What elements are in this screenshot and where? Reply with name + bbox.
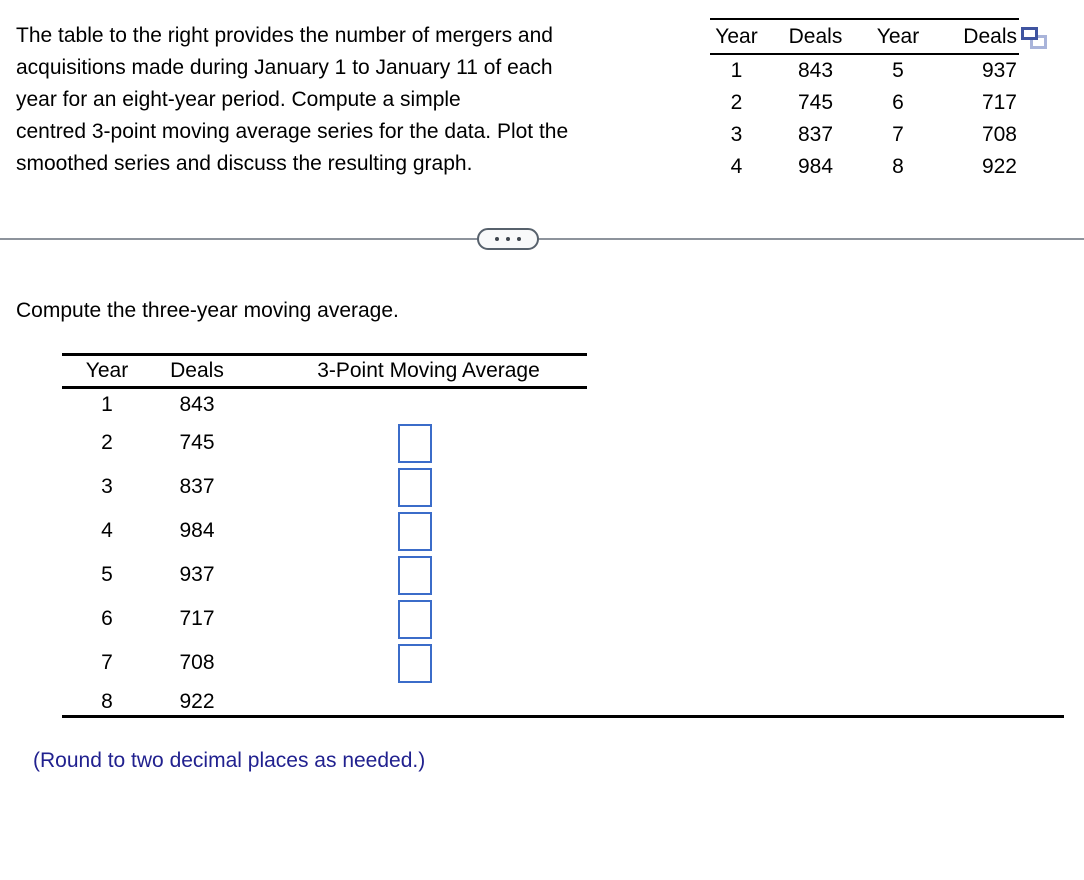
deals-cell: 937 xyxy=(179,563,215,586)
ma-input-row-5[interactable] xyxy=(397,555,432,595)
popout-icon-front-rect xyxy=(1021,27,1038,40)
deals-cell: 922 xyxy=(981,155,1017,178)
source-data-table: Year Deals Year Deals 1 843 5 937 2 745 … xyxy=(710,18,1019,183)
table-row: 3 837 7 708 xyxy=(710,119,1019,151)
column-header: 3-Point Moving Average xyxy=(317,359,540,382)
deals-cell: 708 xyxy=(981,123,1017,146)
popout-icon[interactable] xyxy=(1021,27,1048,50)
deals-cell: 937 xyxy=(981,59,1017,82)
answer-table-header: Year Deals 3-Point Moving Average xyxy=(62,353,587,389)
deals-cell: 717 xyxy=(179,607,215,630)
column-header: Year xyxy=(715,24,758,48)
year-cell: 6 xyxy=(101,607,113,630)
year-cell: 1 xyxy=(730,59,743,82)
problem-line: acquisitions made during January 1 to Ja… xyxy=(16,56,553,79)
table-row: 8 922 xyxy=(62,685,587,718)
year-cell: 6 xyxy=(892,91,904,114)
source-data-table-header: Year Deals Year Deals xyxy=(710,20,1019,55)
table-row: 2 745 xyxy=(62,421,587,465)
deals-cell: 984 xyxy=(797,155,834,178)
table-row: 1 843 5 937 xyxy=(710,55,1019,87)
answer-table: Year Deals 3-Point Moving Average 1 8 4 3 … xyxy=(62,353,587,718)
year-cell: 8 xyxy=(892,155,904,178)
ellipsis-icon xyxy=(517,237,521,241)
deals-cell: 843 xyxy=(179,393,215,416)
table-row: 4 984 8 922 xyxy=(710,151,1019,183)
table-row: 7 708 xyxy=(62,641,587,685)
year-cell: 3 xyxy=(101,475,113,498)
popout-icon-back-rect xyxy=(1030,35,1047,49)
year-cell: 2 xyxy=(101,431,113,454)
column-header: Deals xyxy=(170,359,224,382)
deals-cell: 745 xyxy=(797,91,834,114)
problem-statement: The table to the right provides the numb… xyxy=(16,20,716,180)
year-cell: 7 xyxy=(892,123,904,146)
ellipsis-icon xyxy=(495,237,499,241)
table-row: 4 984 xyxy=(62,509,587,553)
ma-input-row-7[interactable] xyxy=(397,643,432,683)
round-note: (Round to two decimal places as needed.) xyxy=(33,749,426,772)
ma-input-row-2[interactable] xyxy=(397,423,432,463)
year-cell: 4 xyxy=(101,519,113,542)
deals-cell: 837 xyxy=(179,475,215,498)
answer-area-bottom-rule xyxy=(62,715,1064,718)
column-header: Year xyxy=(85,359,129,382)
ellipsis-button[interactable] xyxy=(477,228,539,250)
problem-line: centred 3-point moving average series fo… xyxy=(16,120,569,143)
year-cell: 3 xyxy=(730,123,743,146)
section-divider xyxy=(0,238,1084,240)
problem-line: smoothed series and discuss the resultin… xyxy=(16,152,473,175)
column-header: Deals xyxy=(963,24,1017,48)
deals-cell: 837 xyxy=(797,123,834,146)
table-row: 5 937 xyxy=(62,553,587,597)
column-header: Year xyxy=(876,24,920,48)
column-header: Deals xyxy=(788,24,843,48)
year-cell: 7 xyxy=(101,651,113,674)
deals-cell: 984 xyxy=(179,519,215,542)
deals-cell: 717 xyxy=(981,91,1017,114)
ellipsis-icon xyxy=(506,237,510,241)
ma-input-row-3[interactable] xyxy=(397,467,432,507)
ma-input-row-4[interactable] xyxy=(397,511,432,551)
table-row: 2 745 6 717 xyxy=(710,87,1019,119)
year-cell: 5 xyxy=(101,563,113,586)
ma-input-row-6[interactable] xyxy=(397,599,432,639)
question-prompt: Compute the three-year moving average. xyxy=(16,299,399,322)
table-row: 3 837 xyxy=(62,465,587,509)
year-cell: 1 xyxy=(101,393,113,416)
problem-line: year for an eight-year period. Compute a… xyxy=(16,88,461,111)
deals-cell: 922 xyxy=(179,689,215,713)
year-cell: 4 xyxy=(730,155,743,178)
table-row: 1 843 xyxy=(62,389,587,421)
table-row: 6 717 xyxy=(62,597,587,641)
deals-cell: 745 xyxy=(179,431,215,454)
deals-cell: 708 xyxy=(179,651,215,674)
deals-cell: 843 xyxy=(797,59,834,82)
year-cell: 2 xyxy=(730,91,743,114)
problem-line: The table to the right provides the numb… xyxy=(16,24,553,47)
year-cell: 5 xyxy=(892,59,904,82)
year-cell: 8 xyxy=(101,689,113,713)
